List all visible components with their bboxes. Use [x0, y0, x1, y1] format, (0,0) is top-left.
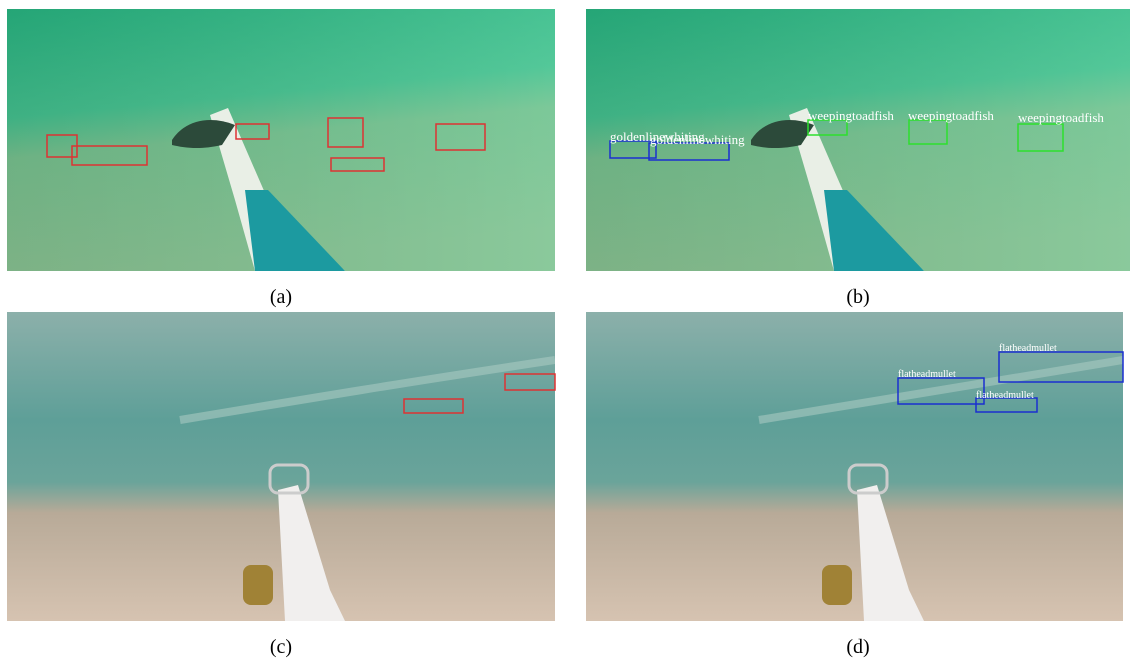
box-label: weepingtoadfish: [808, 108, 894, 123]
box-label: flatheadmullet: [999, 343, 1057, 354]
caption: (a): [270, 286, 292, 308]
caption: (d): [846, 636, 869, 658]
page: goldenlinewhiting goldenlinewhiting weep…: [0, 0, 1130, 660]
box-label: flatheadmullet: [898, 369, 956, 380]
image-a: [7, 9, 555, 271]
box-label: flatheadmullet: [976, 390, 1034, 401]
caption: (b): [846, 286, 869, 308]
box-label: weepingtoadfish: [908, 108, 994, 123]
image-d: [586, 312, 1123, 621]
box-label: weepingtoadfish: [1018, 110, 1104, 125]
caption: (c): [270, 636, 292, 658]
image-c: [7, 312, 555, 621]
figure: goldenlinewhiting goldenlinewhiting weep…: [0, 0, 1130, 660]
box-label: goldenlinewhiting: [650, 132, 745, 147]
